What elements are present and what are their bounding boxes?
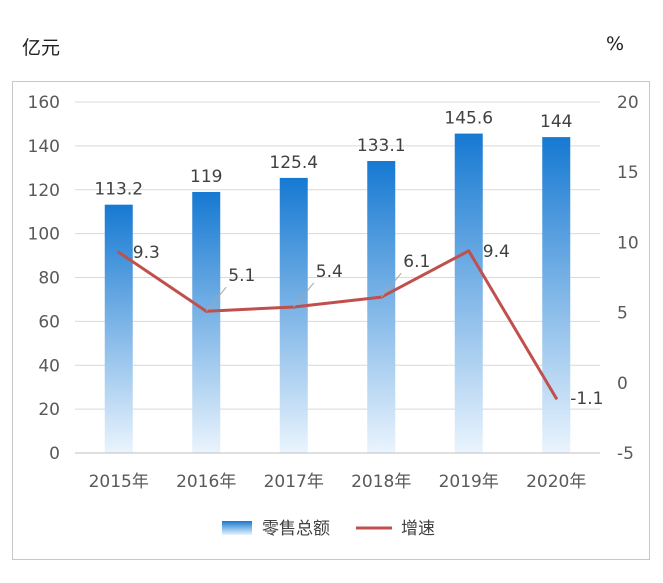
y-right-tick-label: 5 bbox=[617, 304, 628, 324]
y-left-tick-label: 0 bbox=[49, 444, 60, 464]
growth-point bbox=[117, 250, 121, 254]
left-axis-unit: 亿元 bbox=[22, 37, 61, 59]
y-right-tick-label: -5 bbox=[617, 444, 634, 464]
bar-value-label: 133.1 bbox=[357, 136, 406, 156]
growth-value-label: -1.1 bbox=[570, 389, 603, 409]
y-left-tick-label: 40 bbox=[38, 356, 60, 376]
y-right-tick-label: 20 bbox=[617, 93, 639, 113]
growth-value-label: 6.1 bbox=[403, 252, 430, 272]
y-left-tick-label: 80 bbox=[38, 269, 60, 289]
x-tick-label: 2015年 bbox=[89, 472, 149, 492]
y-left-tick-label: 120 bbox=[28, 181, 60, 201]
bar bbox=[454, 133, 483, 453]
bar bbox=[279, 177, 308, 453]
y-right-tick-label: 10 bbox=[617, 233, 639, 253]
y-left-tick-label: 20 bbox=[38, 400, 60, 420]
y-left-tick-label: 100 bbox=[28, 225, 60, 245]
bar-value-label: 119 bbox=[190, 167, 222, 187]
legend-bar-swatch bbox=[222, 521, 252, 535]
y-right-tick-label: 15 bbox=[617, 163, 639, 183]
growth-value-label: 9.4 bbox=[483, 242, 510, 262]
y-left-tick-label: 140 bbox=[28, 137, 60, 157]
y-right-tick-label: 0 bbox=[617, 374, 628, 394]
growth-value-label: 5.1 bbox=[228, 266, 255, 286]
right-axis-unit: % bbox=[606, 33, 625, 55]
label-leader-line bbox=[205, 286, 227, 312]
label-leader-line bbox=[293, 282, 315, 308]
growth-point bbox=[554, 396, 558, 400]
legend-line-label: 增速 bbox=[401, 519, 435, 539]
chart-frame bbox=[12, 81, 650, 560]
label-leader-line bbox=[380, 272, 402, 298]
axes: 0 20 40 60 80 100 120 140 160 -5 0 5 10 15 20 2015年 2016… bbox=[28, 93, 639, 492]
bar bbox=[542, 137, 571, 453]
y-left-tick-label: 160 bbox=[28, 93, 60, 113]
bars bbox=[104, 133, 571, 453]
growth-value-label: 9.3 bbox=[133, 243, 160, 263]
y-left-tick-label: 60 bbox=[38, 312, 60, 332]
x-tick-label: 2020年 bbox=[526, 472, 586, 492]
bar-value-label: 125.4 bbox=[269, 153, 318, 173]
bar-value-label: 144 bbox=[540, 112, 572, 132]
bar-value-label: 113.2 bbox=[94, 180, 143, 200]
x-tick-label: 2016年 bbox=[176, 472, 236, 492]
data-labels: 113.2 119 125.4 133.1 145.6 144 9.3 5.1 5.4 6.1 9.… bbox=[94, 109, 603, 410]
x-tick-label: 2019年 bbox=[439, 472, 499, 492]
bar-value-label: 145.6 bbox=[444, 109, 493, 129]
legend-bar-label: 零售总额 bbox=[262, 519, 330, 539]
x-tick-label: 2018年 bbox=[351, 472, 411, 492]
legend: 零售总额 增速 bbox=[222, 519, 435, 539]
bar bbox=[192, 191, 221, 453]
growth-line-path bbox=[117, 249, 558, 400]
bar bbox=[367, 161, 396, 453]
growth-value-label: 5.4 bbox=[316, 262, 343, 282]
bar bbox=[104, 204, 133, 453]
growth-point bbox=[467, 249, 471, 253]
x-tick-label: 2017年 bbox=[264, 472, 324, 492]
